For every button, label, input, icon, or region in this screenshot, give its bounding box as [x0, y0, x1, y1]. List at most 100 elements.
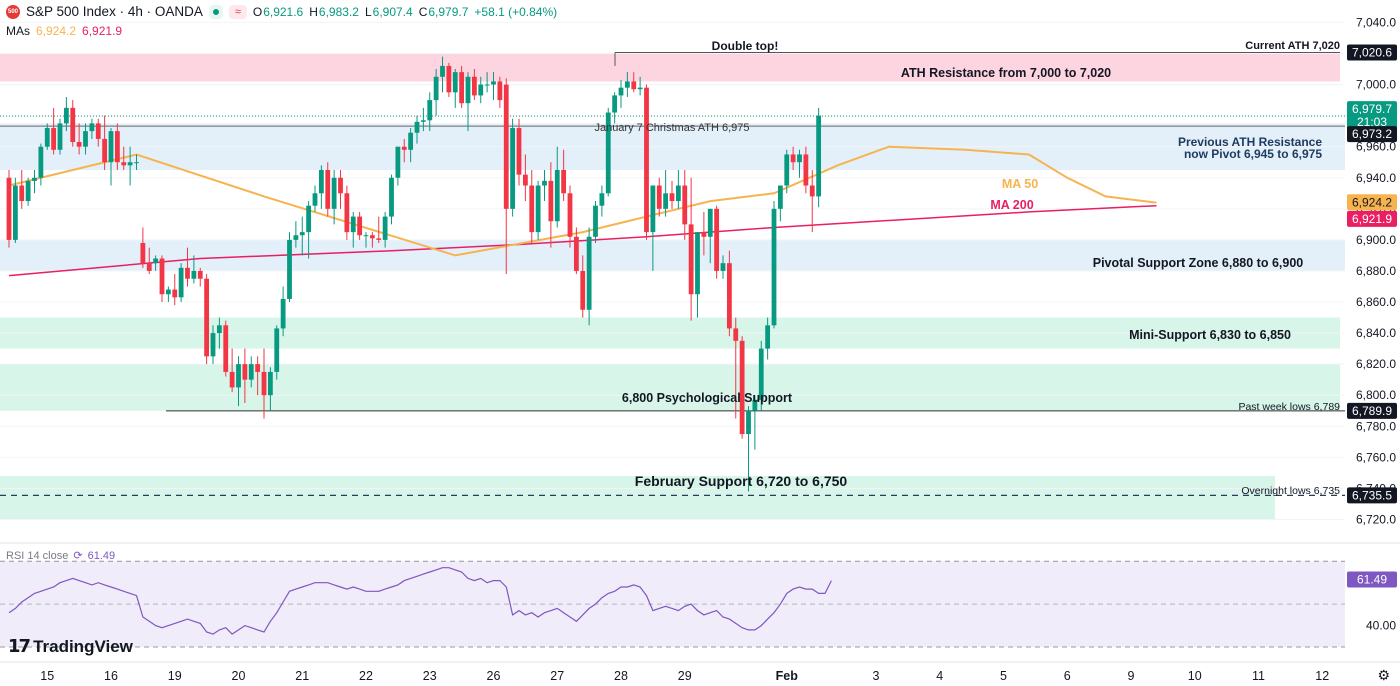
candle[interactable]: [401, 138, 407, 163]
candle[interactable]: [306, 201, 312, 259]
candle[interactable]: [720, 255, 726, 279]
candle[interactable]: [57, 118, 63, 155]
candle[interactable]: [669, 180, 675, 209]
candle[interactable]: [255, 356, 261, 396]
candle[interactable]: [420, 107, 426, 132]
candle[interactable]: [185, 247, 190, 287]
candle[interactable]: [338, 169, 343, 209]
candle[interactable]: [6, 169, 12, 248]
candle[interactable]: [178, 263, 184, 303]
candle[interactable]: [765, 317, 771, 360]
candle[interactable]: [267, 367, 273, 411]
candle[interactable]: [229, 348, 235, 393]
candle[interactable]: [63, 96, 69, 132]
candle[interactable]: [51, 107, 57, 155]
candle[interactable]: [287, 232, 292, 303]
candle[interactable]: [32, 169, 37, 194]
tradingview-logo[interactable]: 𝟭𝟳 TradingView: [8, 636, 133, 657]
candle[interactable]: [542, 169, 547, 202]
mas-label[interactable]: MAs: [6, 24, 30, 38]
candle[interactable]: [427, 92, 433, 132]
candle[interactable]: [70, 100, 76, 147]
market-status-icon[interactable]: [208, 4, 223, 19]
candle[interactable]: [121, 146, 127, 170]
candle[interactable]: [318, 165, 324, 209]
candle[interactable]: [280, 286, 286, 337]
candle[interactable]: [465, 72, 471, 132]
candle[interactable]: [312, 185, 318, 212]
candle[interactable]: [471, 69, 477, 101]
rsi-legend[interactable]: RSI 14 close ⟳ 61.49: [6, 549, 115, 563]
candle[interactable]: [637, 76, 643, 96]
candle[interactable]: [204, 274, 210, 365]
candle[interactable]: [408, 128, 414, 163]
candle[interactable]: [580, 255, 586, 318]
candle[interactable]: [803, 146, 809, 194]
candle[interactable]: [146, 247, 152, 275]
price-axis[interactable]: 6,720.06,740.06,760.06,780.06,800.06,820…: [1347, 15, 1397, 526]
candle[interactable]: [554, 146, 560, 228]
candle[interactable]: [242, 348, 248, 403]
candle[interactable]: [236, 356, 241, 407]
candle[interactable]: [134, 154, 139, 170]
candle[interactable]: [567, 185, 573, 248]
candle[interactable]: [758, 340, 764, 411]
candle[interactable]: [618, 79, 624, 108]
candle[interactable]: [261, 348, 267, 419]
candle[interactable]: [777, 185, 783, 222]
candle[interactable]: [497, 76, 503, 108]
candle[interactable]: [484, 72, 490, 93]
candle[interactable]: [624, 72, 630, 97]
candle[interactable]: [153, 255, 159, 271]
candle[interactable]: [561, 149, 567, 202]
candle[interactable]: [452, 69, 458, 108]
candle[interactable]: [510, 118, 516, 217]
candle[interactable]: [503, 78, 509, 275]
candle[interactable]: [675, 169, 681, 209]
candle[interactable]: [159, 255, 165, 303]
candle[interactable]: [108, 128, 114, 186]
candle[interactable]: [197, 267, 203, 287]
candle[interactable]: [459, 65, 465, 108]
candle[interactable]: [191, 255, 197, 284]
candle[interactable]: [114, 123, 120, 170]
candle[interactable]: [478, 76, 484, 104]
candle[interactable]: [688, 177, 694, 321]
candle[interactable]: [816, 107, 822, 208]
candle[interactable]: [376, 216, 382, 243]
candle[interactable]: [656, 177, 662, 217]
candle[interactable]: [382, 211, 388, 248]
candle[interactable]: [784, 149, 790, 194]
data-delay-icon[interactable]: ≈: [228, 4, 247, 19]
candle[interactable]: [440, 56, 445, 93]
candles-layer[interactable]: [6, 56, 822, 492]
candle[interactable]: [25, 177, 31, 206]
candle[interactable]: [491, 72, 496, 101]
candle[interactable]: [363, 232, 369, 248]
candle[interactable]: [631, 72, 637, 93]
candle[interactable]: [395, 146, 401, 186]
candle[interactable]: [350, 211, 356, 248]
candle[interactable]: [38, 143, 44, 186]
candle[interactable]: [809, 169, 815, 233]
candle[interactable]: [695, 232, 700, 318]
candle[interactable]: [797, 149, 802, 178]
candle[interactable]: [707, 208, 713, 264]
candle[interactable]: [714, 205, 720, 279]
candle[interactable]: [433, 69, 439, 116]
candle[interactable]: [19, 169, 25, 209]
candle[interactable]: [140, 227, 146, 268]
candle[interactable]: [293, 221, 299, 248]
candle[interactable]: [573, 227, 579, 275]
candle[interactable]: [223, 320, 229, 377]
candle[interactable]: [446, 62, 452, 97]
candle[interactable]: [650, 185, 656, 271]
candle[interactable]: [89, 118, 95, 139]
candle[interactable]: [535, 180, 541, 240]
candle[interactable]: [44, 123, 50, 150]
candle[interactable]: [210, 325, 216, 365]
candle[interactable]: [127, 146, 133, 186]
candle[interactable]: [344, 185, 350, 240]
candle[interactable]: [216, 317, 222, 349]
